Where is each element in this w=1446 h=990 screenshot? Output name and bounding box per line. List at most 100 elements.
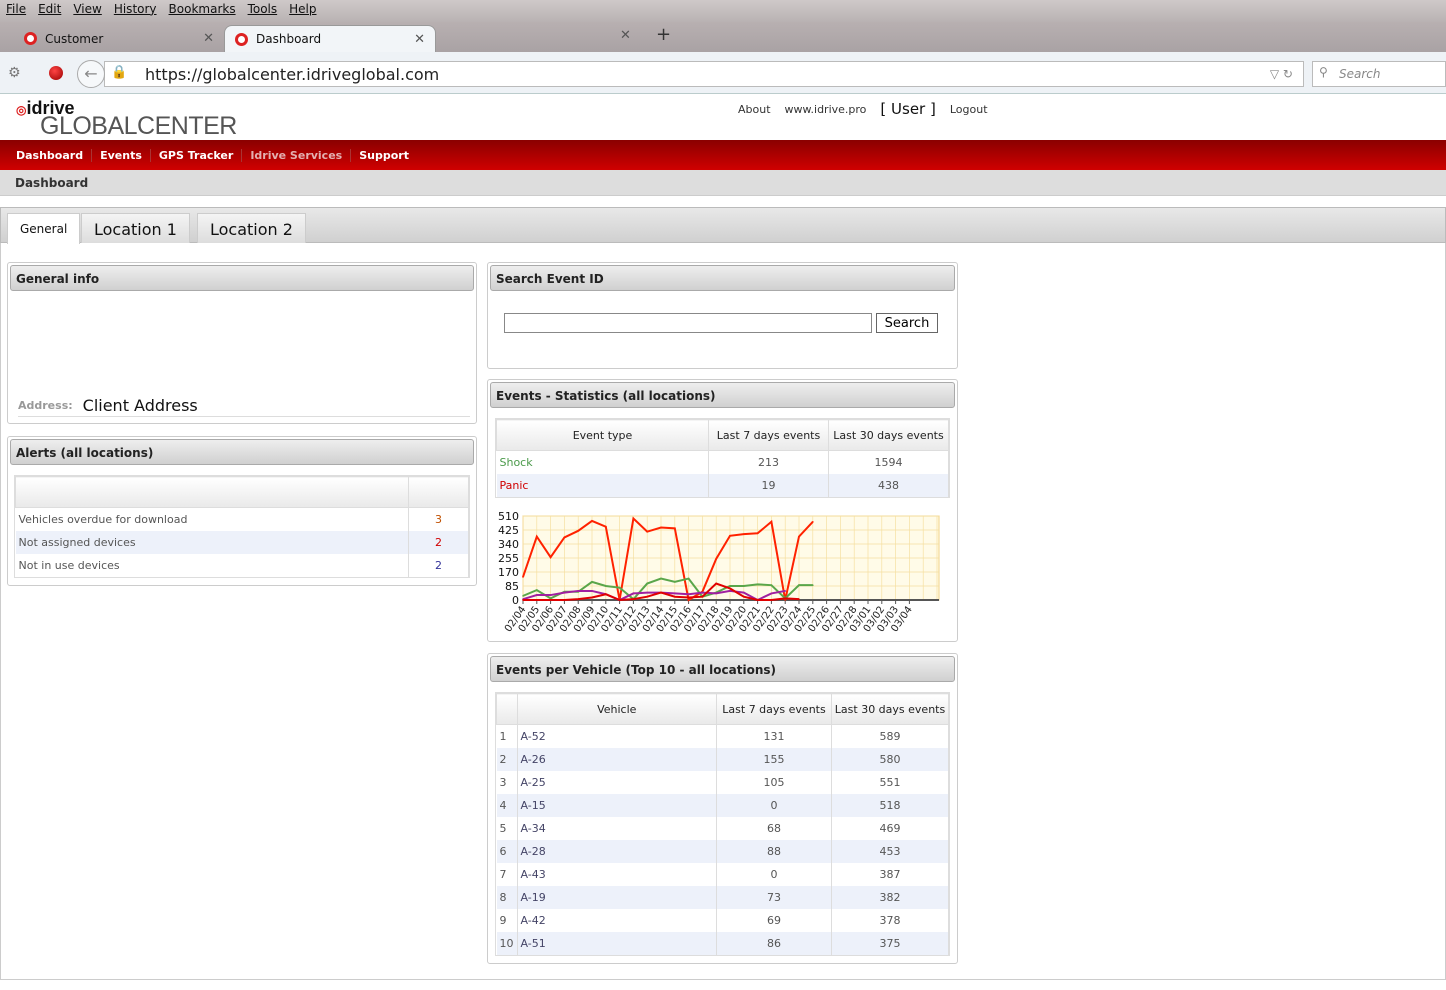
data-point: [812, 584, 814, 586]
last-30-value: 375: [831, 931, 949, 955]
menu-help[interactable]: Help: [289, 2, 317, 16]
data-point: [618, 599, 621, 601]
breadcrumb: Dashboard: [0, 170, 1446, 196]
vehicle-row[interactable]: 6 A-28 88 453: [496, 839, 949, 863]
search-button[interactable]: Search: [876, 313, 938, 333]
data-point: [632, 598, 635, 600]
user-link[interactable]: [ User ]: [880, 100, 936, 118]
alert-count[interactable]: 2: [408, 530, 469, 554]
vehicle-row[interactable]: 1 A-52 131 589: [496, 724, 949, 748]
about-link[interactable]: About: [738, 102, 771, 116]
data-point: [743, 533, 745, 535]
data-point: [660, 591, 662, 594]
data-point: [687, 599, 690, 601]
record-icon[interactable]: [48, 65, 63, 80]
last-7-value: 68: [716, 816, 832, 840]
back-icon[interactable]: ←: [77, 60, 105, 88]
data-point: [646, 591, 648, 594]
data-point: [756, 599, 759, 601]
last-30-value: 453: [831, 839, 949, 863]
vehicle-row[interactable]: 2 A-26 155 580: [496, 747, 949, 771]
nav-dashboard[interactable]: Dashboard: [8, 148, 93, 162]
tab-location-2[interactable]: Location 2: [197, 213, 306, 243]
site-header: ◎idrive GLOBALCENTER About www.idrive.pr…: [0, 94, 1446, 140]
data-point: [632, 517, 635, 520]
vehicle-row[interactable]: 3 A-25 105 551: [496, 770, 949, 794]
page-tabs: General Location 1 Location 2: [0, 207, 1446, 244]
search-placeholder: Search: [1339, 67, 1381, 81]
data-point: [660, 526, 662, 529]
nav-events[interactable]: Events: [92, 148, 151, 162]
rank: 5: [496, 816, 518, 840]
vehicle-name: A-15: [517, 793, 717, 817]
menu-history[interactable]: History: [113, 2, 157, 16]
data-point: [646, 582, 648, 585]
menu-edit[interactable]: Edit: [38, 2, 62, 16]
last-7-value: 73: [716, 885, 832, 909]
close-tab-icon[interactable]: ✕: [203, 31, 214, 46]
nav-gps-tracker[interactable]: GPS Tracker: [151, 148, 243, 162]
event-id-input[interactable]: [504, 313, 872, 333]
rank: 3: [496, 770, 518, 794]
tab-general[interactable]: General: [7, 213, 81, 244]
site-link[interactable]: www.idrive.pro: [784, 102, 867, 116]
data-point: [715, 558, 717, 560]
last-30-value: 518: [831, 793, 949, 817]
vehicle-row[interactable]: 4 A-15 0 518: [496, 793, 949, 817]
y-tick-label: 340: [498, 538, 519, 551]
vehicle-row[interactable]: 8 A-19 73 382: [496, 885, 949, 909]
last-7-value: 105: [716, 770, 832, 794]
data-point: [756, 583, 759, 586]
menu-file[interactable]: File: [6, 2, 27, 16]
menu-view[interactable]: View: [73, 2, 102, 16]
url-bar[interactable]: ← 🔒 https://globalcenter.idriveglobal.com ▽…: [77, 60, 1304, 88]
event-type: Panic: [496, 473, 709, 497]
series-line-2: [522, 589, 786, 602]
data-point: [549, 597, 552, 600]
alert-label: Vehicles overdue for download: [15, 507, 409, 531]
y-tick-label: 255: [498, 552, 519, 565]
rank: 8: [496, 885, 518, 909]
alert-row[interactable]: Not in use devices 2: [15, 553, 469, 577]
menu-bookmarks[interactable]: Bookmarks: [168, 2, 236, 16]
browser-tab-dashboard[interactable]: Dashboard ✕: [224, 25, 436, 52]
vehicles-table: Vehicle Last 7 days events Last 30 days …: [496, 693, 949, 955]
menu-tools[interactable]: Tools: [247, 2, 278, 16]
nav-idrive-services[interactable]: Idrive Services: [242, 148, 352, 162]
stats-table: Event type Last 7 days events Last 30 da…: [496, 419, 949, 497]
data-point: [770, 592, 773, 595]
data-point: [591, 590, 593, 592]
data-point: [743, 595, 745, 598]
tab-location-1[interactable]: Location 1: [81, 213, 190, 243]
close-tab-icon[interactable]: ✕: [414, 31, 425, 47]
last-30-value: 387: [831, 862, 949, 886]
browser-tab-customer[interactable]: Customer ✕: [14, 25, 224, 52]
data-point: [577, 598, 579, 600]
logout-link[interactable]: Logout: [949, 102, 988, 116]
browser-search-input[interactable]: ⚲ Search: [1312, 61, 1446, 87]
data-point: [577, 530, 579, 532]
last-30-value: 382: [831, 885, 949, 909]
data-point: [701, 591, 704, 594]
vehicle-row[interactable]: 7 A-43 0 387: [496, 862, 949, 886]
close-tab-icon[interactable]: ✕: [620, 28, 631, 43]
vehicle-name: A-51: [517, 931, 717, 955]
alert-count[interactable]: 3: [408, 507, 469, 531]
vehicle-row[interactable]: 10 A-51 86 375: [496, 931, 949, 955]
reload-icon[interactable]: ▽ ↻: [1269, 67, 1293, 81]
new-tab-button[interactable]: +: [656, 24, 672, 45]
nav-support[interactable]: Support: [359, 148, 409, 162]
address-value: Client Address: [82, 396, 198, 415]
panel-title: Search Event ID: [490, 265, 955, 291]
alert-count[interactable]: 2: [408, 553, 469, 577]
data-point: [549, 599, 552, 601]
last-7-value: 19: [708, 473, 829, 497]
alert-row[interactable]: Not assigned devices 2: [15, 530, 469, 554]
logo: ◎idrive: [16, 98, 75, 118]
vehicle-row[interactable]: 5 A-34 68 469: [496, 816, 949, 840]
data-point: [632, 592, 635, 595]
vehicle-row[interactable]: 9 A-42 69 378: [496, 908, 949, 932]
main-nav: Dashboard Events GPS Tracker Idrive Serv…: [0, 140, 1446, 170]
alert-row[interactable]: Vehicles overdue for download 3: [15, 507, 469, 531]
extensions-icon[interactable]: ⚙: [8, 64, 21, 81]
